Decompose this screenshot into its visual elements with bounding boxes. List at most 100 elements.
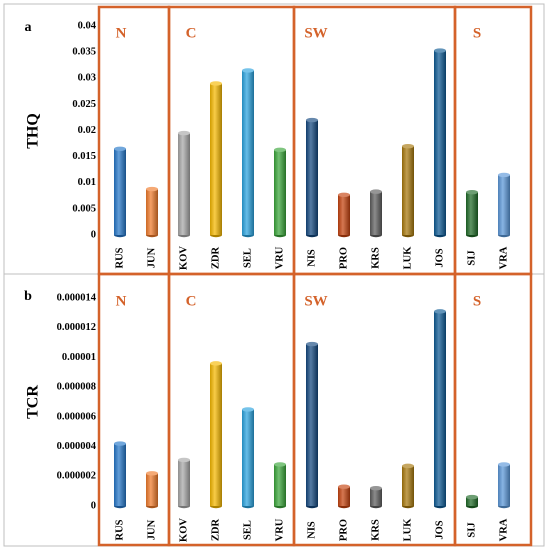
bar-luk [402, 465, 414, 506]
category-label-rus: RUS [114, 247, 125, 268]
bar-pro [338, 486, 350, 506]
bar-jos [434, 311, 446, 506]
bar-kov [178, 133, 190, 235]
bar-vru [274, 149, 286, 235]
bar-top-luk [402, 143, 414, 149]
group-box-s [453, 272, 533, 547]
y-tick-label: 0.000014 [57, 292, 97, 303]
bar-nis [306, 344, 318, 506]
bar-top-rus [114, 146, 126, 151]
bar-top-vra [498, 462, 510, 467]
group-label-n: N [116, 293, 127, 309]
category-label-nis: NIS [306, 249, 317, 267]
panel-label: b [24, 289, 32, 304]
y-tick-label: 0.000002 [57, 471, 96, 482]
y-tick-label: 0.000006 [57, 411, 96, 422]
bar-top-kov [178, 457, 190, 463]
category-label-krs: KRS [370, 247, 381, 269]
bar-top-vru [274, 462, 286, 467]
group-label-sw: SW [304, 25, 327, 41]
bar-pro [338, 194, 350, 235]
bar-top-jos [434, 48, 446, 53]
category-label-sij: SIJ [466, 522, 477, 537]
bar-sel [242, 409, 254, 506]
bar-top-luk [402, 463, 414, 469]
category-label-vra: VRA [498, 246, 509, 269]
bar-nis [306, 120, 318, 235]
bar-zdr [210, 363, 222, 506]
bar-top-jos [434, 309, 446, 314]
panel-label: a [25, 20, 32, 35]
bar-top-nis [306, 341, 318, 347]
group-label-sw: SW [304, 293, 327, 309]
category-label-pro: PRO [338, 247, 349, 269]
y-tick-label: 0.04 [78, 20, 97, 31]
category-label-krs: KRS [370, 519, 381, 541]
bar-top-sij [466, 494, 478, 500]
y-tick-label: 0.005 [72, 203, 96, 214]
bar-top-krs [370, 485, 382, 491]
bar-top-sij [466, 189, 478, 195]
bar-rus [114, 148, 126, 235]
bar-top-jun [146, 471, 158, 476]
y-tick-label: 0.00001 [62, 352, 96, 363]
category-label-luk: LUK [402, 246, 413, 270]
bar-vru [274, 464, 286, 506]
bar-rus [114, 443, 126, 506]
bar-top-pro [338, 484, 350, 489]
bar-top-jun [146, 186, 158, 192]
y-tick-label: 0.000004 [57, 441, 97, 452]
bar-sel [242, 70, 254, 235]
y-tick-label: 0 [91, 500, 96, 511]
category-label-sel: SEL [242, 520, 253, 540]
bar-zdr [210, 83, 222, 235]
bar-top-rus [114, 441, 126, 446]
bar-top-kov [178, 130, 190, 136]
category-label-jun: JUN [146, 519, 157, 540]
y-tick-label: 0.000012 [57, 322, 96, 333]
group-label-n: N [116, 25, 127, 41]
group-label-c: C [186, 293, 197, 309]
bar-top-zdr [210, 361, 222, 366]
bar-top-krs [370, 189, 382, 194]
category-label-jos: JOS [434, 248, 445, 267]
category-label-kov: KOV [178, 518, 189, 542]
category-label-vru: VRU [274, 246, 285, 269]
bar-jun [146, 473, 158, 506]
bar-jun [146, 189, 158, 235]
category-label-sel: SEL [242, 248, 253, 268]
y-tick-label: 0.025 [72, 99, 96, 110]
y-tick-label: 0.015 [72, 151, 96, 162]
category-label-luk: LUK [402, 518, 413, 542]
bar-krs [370, 488, 382, 506]
category-label-sij: SIJ [466, 250, 477, 265]
bar-kov [178, 459, 190, 506]
y-tick-label: 0.03 [78, 73, 96, 84]
group-label-s: S [473, 25, 481, 41]
category-label-zdr: ZDR [210, 246, 221, 269]
bar-krs [370, 191, 382, 235]
group-label-s: S [473, 293, 481, 309]
y-tick-label: 0.000008 [57, 382, 96, 393]
bar-sij [466, 497, 478, 506]
category-label-rus: RUS [114, 519, 125, 540]
bar-jos [434, 50, 446, 236]
bar-luk [402, 146, 414, 235]
category-label-jun: JUN [146, 247, 157, 268]
category-label-kov: KOV [178, 246, 189, 270]
bar-top-sel [242, 407, 254, 412]
category-label-zdr: ZDR [210, 518, 221, 541]
y-tick-label: 0 [91, 229, 96, 240]
group-box-n [97, 272, 171, 547]
bar-sij [466, 192, 478, 235]
bar-top-zdr [210, 81, 222, 86]
bar-vra [498, 464, 510, 506]
bar-top-sel [242, 68, 254, 73]
y-tick-label: 0.01 [78, 177, 96, 188]
bar-top-nis [306, 117, 318, 123]
category-label-vra: VRA [498, 518, 509, 541]
bar-top-pro [338, 192, 350, 197]
bar-vra [498, 174, 510, 235]
group-label-c: C [186, 25, 197, 41]
